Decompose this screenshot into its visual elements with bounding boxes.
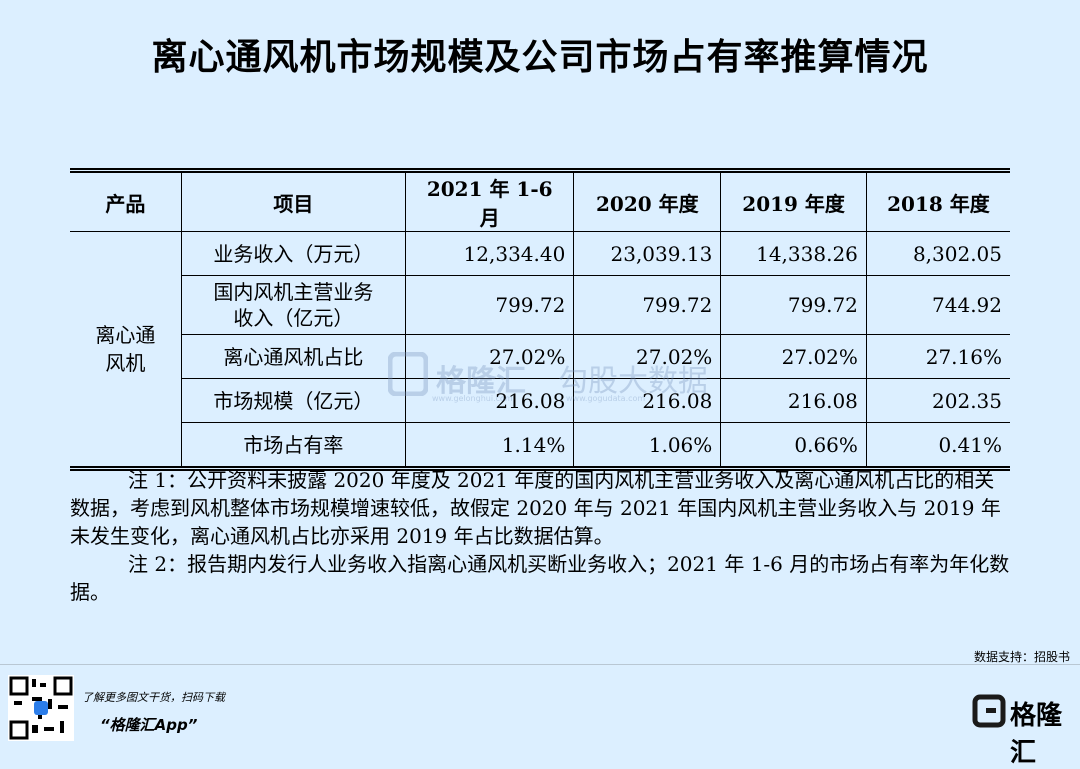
divider — [0, 664, 1080, 665]
table-row: 离心通风机占比 27.02% 27.02% 27.02% 27.16% — [70, 334, 1010, 379]
value-cell: 27.02% — [405, 334, 575, 379]
watermark-brand: 格隆汇 — [436, 364, 526, 399]
value-cell: 27.02% — [720, 334, 867, 379]
value-cell: 216.08 — [405, 378, 575, 423]
value-cell: 1.06% — [573, 422, 722, 469]
header-cell: 项目 — [180, 170, 407, 232]
table-row: 市场规模（亿元） 216.08 216.08 216.08 202.35 — [70, 378, 1010, 423]
value-cell: 799.72 — [720, 275, 867, 335]
item-text: 市场规模（亿元） — [213, 388, 374, 413]
value-cell: 799.72 — [405, 275, 575, 335]
item-text: 国内风机主营业务收入（亿元） — [213, 280, 374, 330]
item-text: 市场占有率 — [243, 432, 344, 457]
watermark-partner-url: www.gogudata.com — [566, 394, 646, 403]
item-cell: 市场规模（亿元） — [181, 378, 407, 423]
value-cell: 27.16% — [865, 334, 1010, 379]
footer-cta: 了解更多图文干货，扫码下载 — [82, 691, 225, 704]
value-cell: 216.08 — [720, 378, 867, 423]
header-cell: 产品 — [70, 170, 182, 232]
value-cell: 27.02% — [573, 334, 722, 379]
table: 产品 项目 2021 年 1-6 月 2020 年度 2019 年度 2018 年度 离心… — [70, 168, 1010, 471]
header-cell: 2018 年度 — [865, 170, 1010, 232]
header-cell: 2019 年度 — [720, 170, 867, 232]
header-cell: 2020 年度 — [573, 170, 722, 232]
table-body: 离心通风机 业务收入（万元） 12,334.40 23,039.13 14,338.26… — [70, 231, 1010, 469]
item-cell: 业务收入（万元） — [180, 231, 407, 276]
item-cell: 离心通风机占比 — [181, 334, 407, 379]
product-cell: 离心通风机 — [70, 231, 182, 469]
value-cell: 12,334.40 — [405, 231, 575, 276]
value-cell: 202.35 — [865, 378, 1010, 423]
table-row: 离心通风机 业务收入（万元） 12,334.40 23,039.13 14,338.26… — [70, 231, 1010, 469]
value-cell: 14,338.26 — [720, 231, 867, 276]
table-row: 市场占有率 1.14% 1.06% 0.66% 0.41% — [70, 422, 1010, 469]
value-cell: 0.66% — [720, 422, 867, 469]
item-text: 业务收入（万元） — [213, 241, 374, 266]
table-row: 国内风机主营业务收入（亿元） 799.72 799.72 799.72 744.92 — [70, 275, 1010, 335]
logo-icon — [972, 694, 1006, 728]
value-cell: 799.72 — [573, 275, 722, 335]
note: 注 2：报告期内发行人业务收入指离心通风机买断业务收入；2021 年 1-6 月… — [70, 552, 1010, 604]
title: 离心通风机市场规模及公司市场占有率推算情况 — [151, 37, 929, 78]
watermark-icon — [388, 352, 428, 396]
value-cell: 0.41% — [865, 422, 1010, 469]
note: 注 1：公开资料未披露 2020 年度及 2021 年度的国内风机主营业务收入及… — [70, 468, 1001, 548]
header-row: 产品 项目 2021 年 1-6 月 2020 年度 2019 年度 2018 年度 — [70, 170, 1010, 232]
item-text: 离心通风机占比 — [223, 344, 364, 369]
item-cell: 国内风机主营业务收入（亿元） — [181, 275, 407, 335]
footer-app: “格隆汇App” — [100, 716, 198, 734]
page: 离心通风机市场规模及公司市场占有率推算情况 产品 项目 2021 年 1-6 月 20… — [0, 37, 1080, 768]
value-cell: 1.14% — [405, 422, 575, 469]
header-cell: 2021 年 1-6 月 — [405, 170, 575, 232]
product-text: 离心通风机 — [95, 323, 156, 375]
value-cell: 8,302.05 — [865, 231, 1010, 276]
watermark-brand-url: www.gelonghui.com — [432, 394, 513, 403]
item-cell: 市场占有率 — [181, 422, 407, 469]
value-cell: 23,039.13 — [573, 231, 722, 276]
footer-logo: 格隆汇 — [1010, 701, 1063, 768]
source: 数据支持：招股书 — [973, 650, 1070, 664]
qr-code — [8, 675, 74, 741]
watermark-partner: 勾股大数据 — [558, 364, 708, 399]
value-cell: 744.92 — [865, 275, 1010, 335]
notes: 注 1：公开资料未披露 2020 年度及 2021 年度的国内风机主营业务收入及… — [70, 466, 1010, 606]
